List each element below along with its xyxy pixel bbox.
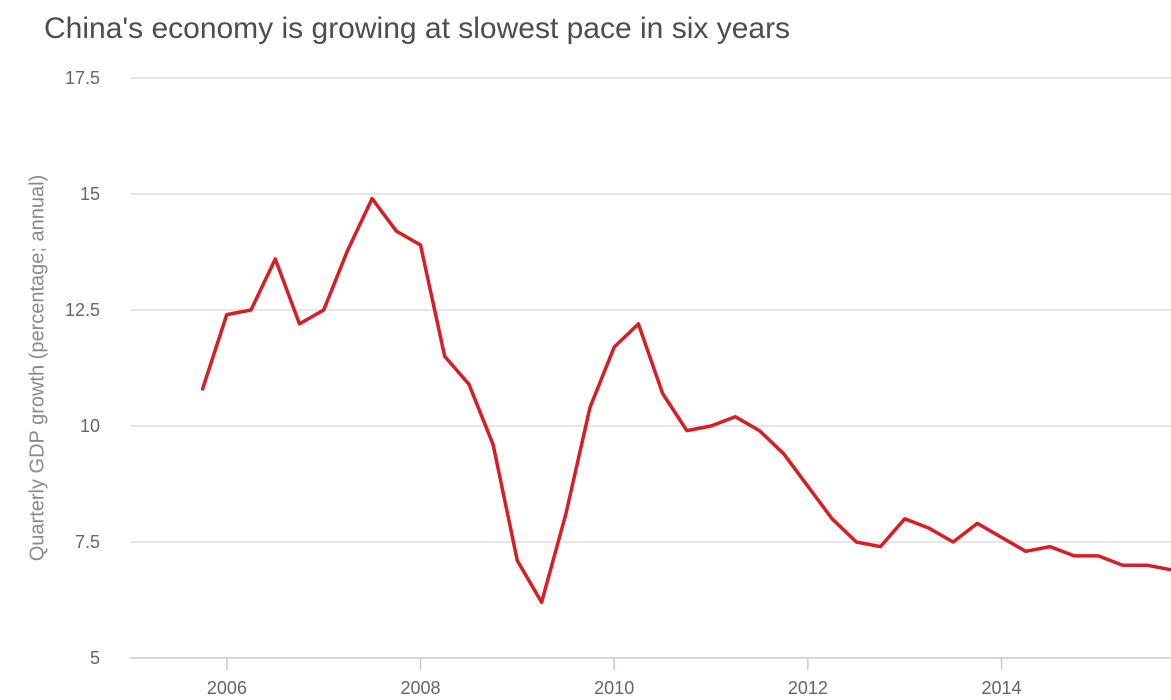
y-tick-label: 5 bbox=[90, 648, 100, 668]
y-tick-label: 12.5 bbox=[65, 300, 100, 320]
y-tick-label: 10 bbox=[80, 416, 100, 436]
x-axis: 2006 2008 2010 2012 2014 bbox=[130, 657, 1171, 698]
gridlines bbox=[130, 77, 1171, 543]
x-tick-label: 2008 bbox=[400, 678, 440, 698]
chart-title: China's economy is growing at slowest pa… bbox=[44, 12, 791, 45]
x-tick-label: 2010 bbox=[594, 678, 634, 698]
y-tick-label: 17.5 bbox=[65, 68, 100, 88]
x-tick-label: 2014 bbox=[982, 678, 1022, 698]
x-tick-label: 2012 bbox=[788, 678, 828, 698]
x-tick-label: 2006 bbox=[207, 678, 247, 698]
series-group bbox=[200, 196, 1171, 605]
series-line bbox=[200, 196, 1171, 605]
y-tick-label: 15 bbox=[80, 184, 100, 204]
y-axis-ticks: 5 7.5 10 12.5 15 17.5 bbox=[65, 68, 100, 668]
y-tick-label: 7.5 bbox=[75, 532, 100, 552]
